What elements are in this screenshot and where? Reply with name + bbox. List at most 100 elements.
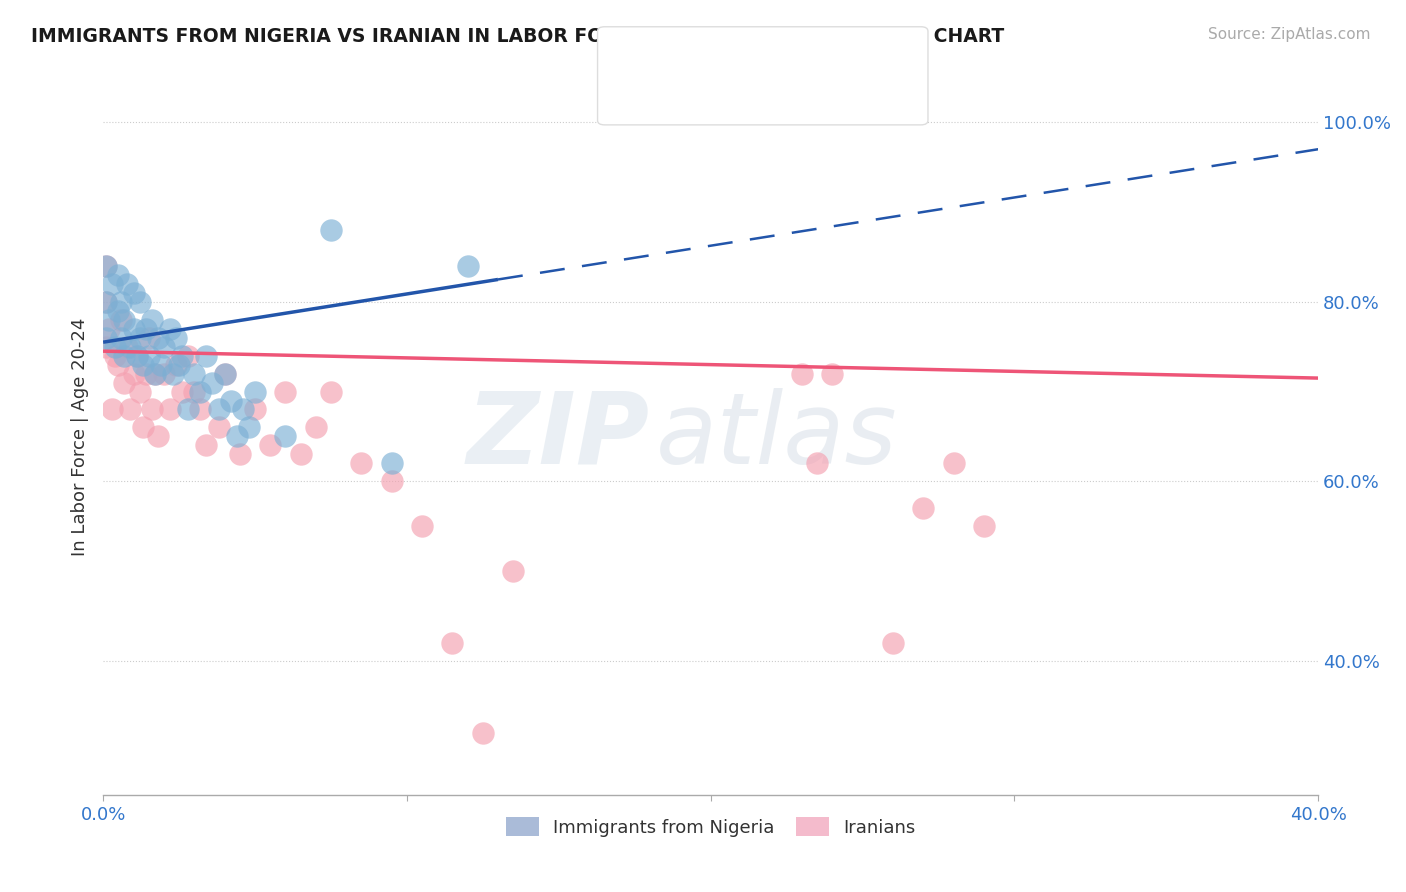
Point bbox=[319, 223, 342, 237]
Point bbox=[117, 277, 139, 291]
Point bbox=[882, 636, 904, 650]
Point bbox=[172, 349, 194, 363]
Point bbox=[128, 331, 150, 345]
Point bbox=[110, 294, 132, 309]
Point bbox=[131, 358, 153, 372]
FancyBboxPatch shape bbox=[614, 81, 645, 110]
Point bbox=[96, 331, 118, 345]
Point bbox=[457, 259, 479, 273]
Point bbox=[120, 402, 142, 417]
Point bbox=[195, 438, 218, 452]
Point bbox=[146, 331, 169, 345]
Point bbox=[290, 447, 312, 461]
Point bbox=[117, 340, 139, 354]
Point bbox=[167, 358, 190, 372]
Text: IMMIGRANTS FROM NIGERIA VS IRANIAN IN LABOR FORCE | AGE 20-24 CORRELATION CHART: IMMIGRANTS FROM NIGERIA VS IRANIAN IN LA… bbox=[31, 27, 1004, 46]
Point bbox=[162, 367, 184, 381]
Point bbox=[122, 285, 145, 300]
Point bbox=[214, 367, 236, 381]
Point bbox=[122, 367, 145, 381]
Text: N =: N = bbox=[799, 48, 834, 66]
Point bbox=[96, 340, 118, 354]
Point bbox=[96, 294, 118, 309]
Point bbox=[183, 367, 205, 381]
Point bbox=[128, 384, 150, 399]
Point bbox=[441, 636, 464, 650]
Point bbox=[131, 420, 153, 434]
Point bbox=[135, 322, 157, 336]
Point bbox=[238, 420, 260, 434]
Point bbox=[912, 501, 935, 516]
Point bbox=[143, 367, 166, 381]
Point bbox=[110, 312, 132, 326]
Point bbox=[790, 367, 813, 381]
Point bbox=[177, 402, 200, 417]
Text: atlas: atlas bbox=[657, 388, 897, 485]
Point bbox=[502, 564, 524, 578]
Point bbox=[172, 384, 194, 399]
Y-axis label: In Labor Force | Age 20-24: In Labor Force | Age 20-24 bbox=[72, 318, 89, 556]
Point bbox=[96, 259, 118, 273]
Point bbox=[101, 277, 124, 291]
Point bbox=[207, 402, 229, 417]
Point bbox=[232, 402, 254, 417]
Point bbox=[125, 349, 148, 363]
Point bbox=[112, 312, 135, 326]
Point bbox=[104, 349, 127, 363]
Point bbox=[112, 349, 135, 363]
Point bbox=[165, 331, 187, 345]
Point bbox=[112, 376, 135, 390]
Point bbox=[98, 312, 121, 326]
Text: ZIP: ZIP bbox=[467, 388, 650, 485]
Point bbox=[806, 456, 828, 470]
Point bbox=[125, 349, 148, 363]
Point bbox=[942, 456, 965, 470]
Point bbox=[201, 376, 224, 390]
Text: 0.172: 0.172 bbox=[720, 48, 778, 66]
Point bbox=[107, 268, 129, 282]
Point bbox=[96, 294, 118, 309]
Point bbox=[128, 294, 150, 309]
Point bbox=[973, 519, 995, 533]
Point bbox=[165, 358, 187, 372]
Point bbox=[110, 331, 132, 345]
Point bbox=[243, 384, 266, 399]
Point bbox=[305, 420, 328, 434]
Point bbox=[159, 322, 181, 336]
Text: -0.052: -0.052 bbox=[720, 87, 785, 104]
Point bbox=[138, 349, 160, 363]
Point bbox=[98, 322, 121, 336]
Point bbox=[225, 429, 247, 443]
Point bbox=[319, 384, 342, 399]
Point bbox=[122, 322, 145, 336]
Legend: Immigrants from Nigeria, Iranians: Immigrants from Nigeria, Iranians bbox=[499, 810, 922, 844]
Point bbox=[107, 303, 129, 318]
Point bbox=[153, 367, 176, 381]
Point bbox=[141, 312, 163, 326]
Point bbox=[143, 367, 166, 381]
Point bbox=[101, 402, 124, 417]
Text: 50: 50 bbox=[853, 87, 879, 104]
Point bbox=[229, 447, 252, 461]
Point bbox=[381, 475, 404, 489]
Point bbox=[274, 384, 297, 399]
Point bbox=[259, 438, 281, 452]
Point bbox=[195, 349, 218, 363]
Text: Source: ZipAtlas.com: Source: ZipAtlas.com bbox=[1208, 27, 1371, 42]
Point bbox=[243, 402, 266, 417]
Point bbox=[159, 402, 181, 417]
Point bbox=[188, 384, 211, 399]
Point bbox=[207, 420, 229, 434]
Point bbox=[96, 259, 118, 273]
Point bbox=[214, 367, 236, 381]
FancyBboxPatch shape bbox=[614, 44, 645, 72]
Point bbox=[188, 402, 211, 417]
Point bbox=[135, 367, 157, 381]
Point bbox=[104, 340, 127, 354]
Point bbox=[274, 429, 297, 443]
Point bbox=[411, 519, 433, 533]
Text: 48: 48 bbox=[853, 48, 879, 66]
Point bbox=[138, 331, 160, 345]
Point bbox=[153, 340, 176, 354]
Point bbox=[149, 358, 172, 372]
